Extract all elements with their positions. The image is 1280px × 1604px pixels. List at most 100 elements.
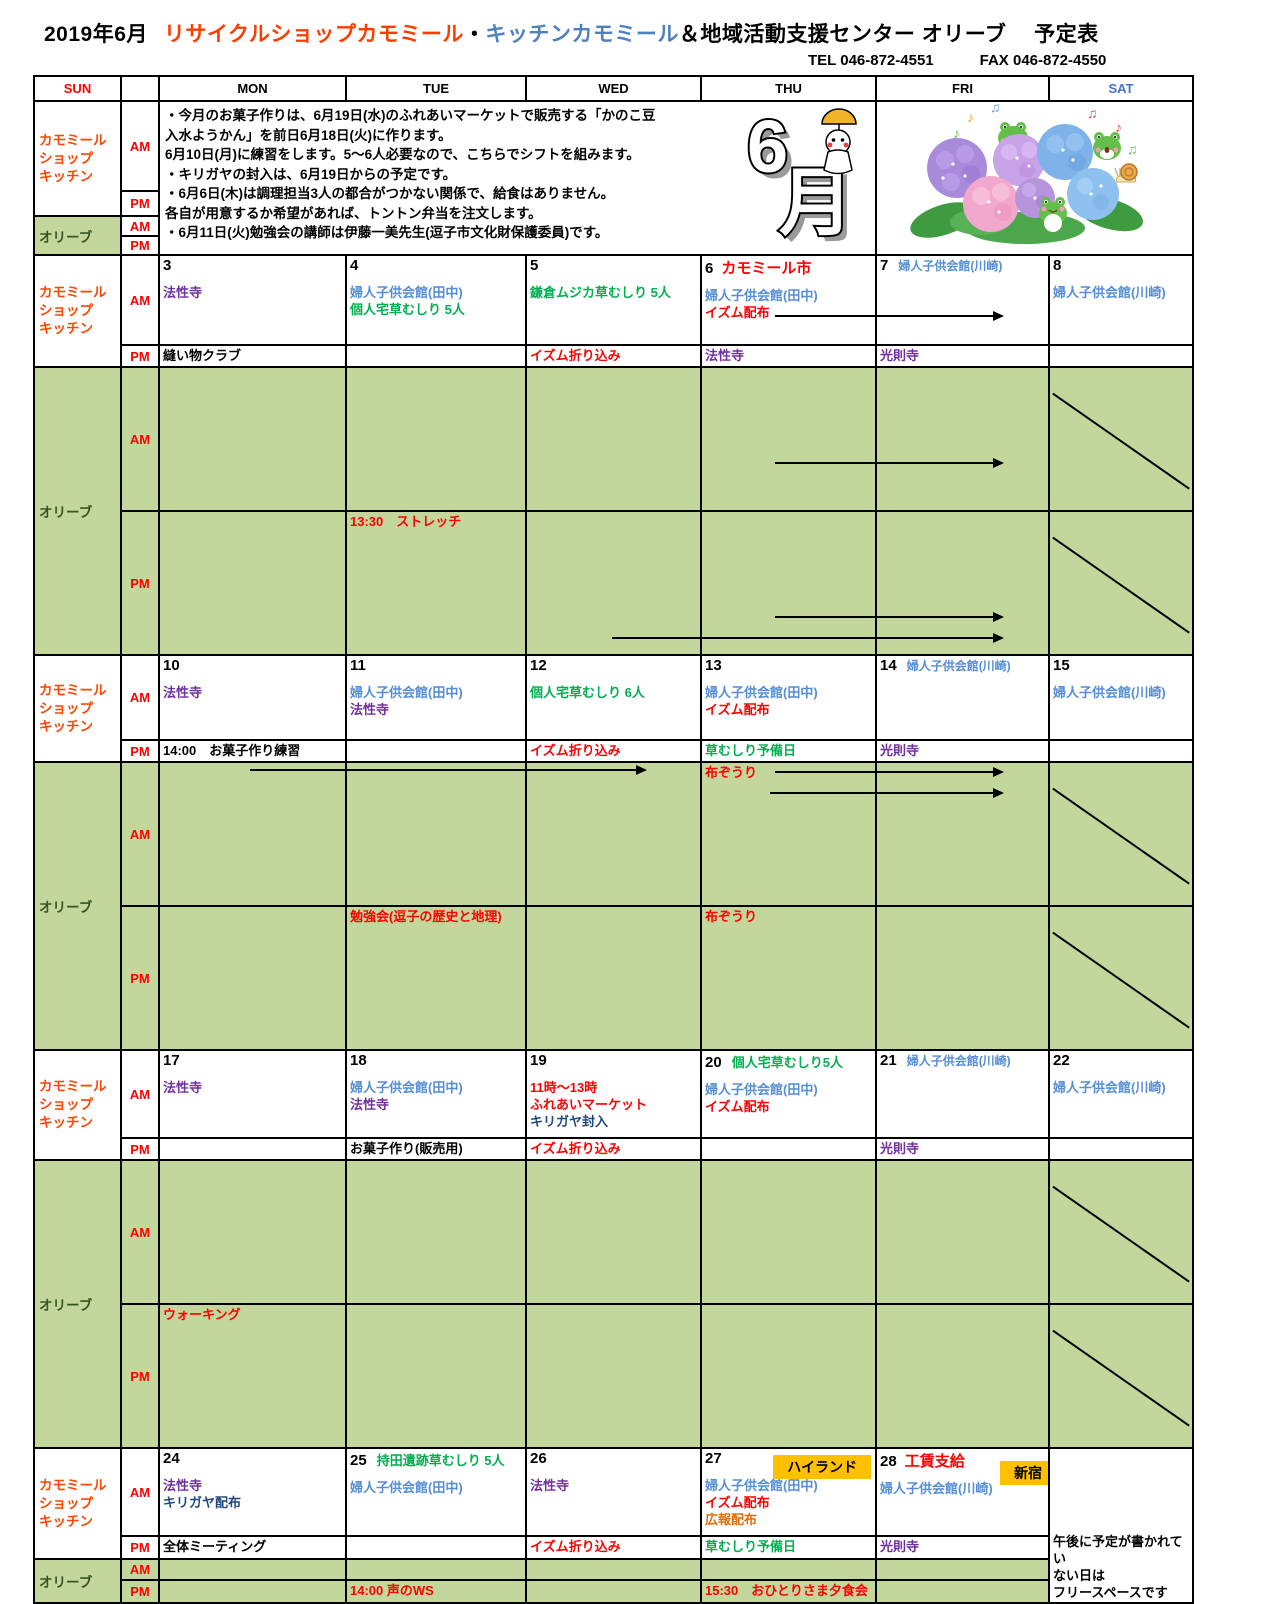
row-label-olive: オリーブ xyxy=(33,215,122,256)
cell-w3-mon-pm xyxy=(158,1137,347,1161)
am-label: AM xyxy=(120,254,160,346)
cell-w1-tue-am: 4 婦人子供会館(田中) 個人宅草むしり 5人 xyxy=(345,254,527,346)
event-item: 13:30 ストレッチ xyxy=(350,514,462,529)
diagonal-strike xyxy=(1050,368,1192,510)
cell-w4-olive-pm-mon xyxy=(158,1579,347,1604)
title-shop: リサイクルショップカモミール xyxy=(163,23,464,46)
monthly-notes: ・今月のお菓子作りは、6月19日(水)のふれあいマーケットで販売する「かのこ豆 … xyxy=(158,100,877,256)
cell-w4-tue-am: 25 持田遺跡草むしり 5人 婦人子供会館(田中) xyxy=(345,1447,527,1537)
event-item: イズム配布 xyxy=(705,1099,770,1114)
cell-w1-olive-am-thu xyxy=(700,366,877,512)
event-item: 草むしり予備日 xyxy=(705,1539,797,1554)
cell-w4-olive-am-tue xyxy=(345,1558,527,1581)
header-mon: MON xyxy=(158,75,347,102)
date-label: 6 xyxy=(705,260,714,277)
date-label: 20 xyxy=(705,1054,722,1071)
date-label: 11 xyxy=(350,657,366,674)
am-label: AM xyxy=(120,215,160,237)
date-label: 19 xyxy=(530,1052,547,1069)
event-item: 光則寺 xyxy=(880,1141,920,1156)
pm-label: PM xyxy=(120,1579,160,1604)
event-item: 法性寺 xyxy=(163,1478,203,1493)
cell-w1-olive-pm-thu xyxy=(700,510,877,656)
cell-w1-thu-pm: 法性寺 xyxy=(700,344,877,368)
event-item: ウォーキング xyxy=(163,1307,241,1322)
diagonal-strike xyxy=(1050,907,1192,1049)
event-item: 婦人子供会館(田中) xyxy=(705,1082,818,1097)
cell-w2-thu-pm: 草むしり予備日 xyxy=(700,739,877,763)
pm-label: PM xyxy=(120,739,160,763)
cell-w3-sat-pm xyxy=(1048,1137,1194,1161)
row-label-kamomile: カモミール ショップ キッチン xyxy=(33,100,122,217)
event-item: 光則寺 xyxy=(880,743,920,758)
cell-w3-fri-pm: 光則寺 xyxy=(875,1137,1050,1161)
cell-w1-olive-am-wed xyxy=(525,366,702,512)
event-item: 法性寺 xyxy=(163,685,203,700)
schedule-table: SUN MON TUE WED THU FRI SAT カモミール ショップ キ… xyxy=(33,75,1194,1604)
event-item: 草むしり予備日 xyxy=(705,743,797,758)
date-note: 婦人子供会館(川崎) xyxy=(906,1054,1011,1068)
weekday-header-row: SUN MON TUE WED THU FRI SAT xyxy=(33,75,1194,102)
cell-w1-fri-pm: 光則寺 xyxy=(875,344,1050,368)
cell-w2-tue-am: 11 婦人子供会館(田中) 法性寺 xyxy=(345,654,527,741)
cell-w1-olive-pm-tue: 13:30 ストレッチ xyxy=(345,510,527,656)
am-label: AM xyxy=(120,1049,160,1139)
cell-w2-fri-am: 14 婦人子供会館(川崎) xyxy=(875,654,1050,741)
cell-w2-sat-pm xyxy=(1048,739,1194,763)
event-item: 婦人子供会館(田中) xyxy=(705,288,818,303)
event-item: 法性寺 xyxy=(705,348,745,363)
pm-label: PM xyxy=(120,905,160,1051)
date-label: 21 xyxy=(880,1052,897,1069)
cell-w2-olive-pm-wed xyxy=(525,905,702,1051)
cell-w3-sat-am: 22 婦人子供会館(川崎) xyxy=(1048,1049,1194,1139)
cell-w4-thu-am: ハイランド 27 婦人子供会館(田中) イズム配布 広報配布 xyxy=(700,1447,877,1537)
event-item: 婦人子供会館(田中) xyxy=(350,1080,463,1095)
highland-badge: ハイランド xyxy=(773,1455,871,1479)
event-item: 光則寺 xyxy=(880,348,920,363)
date-label: 13 xyxy=(705,657,722,674)
title-tail: ＆地域活動支援センター オリーブ 予定表 xyxy=(678,23,1099,46)
row-label-olive: オリーブ xyxy=(33,761,122,1051)
date-label: 27 xyxy=(705,1450,722,1467)
event-item: イズム配布 xyxy=(705,702,770,717)
cell-w2-thu-am: 13 婦人子供会館(田中) イズム配布 xyxy=(700,654,877,741)
row-label-olive: オリーブ xyxy=(33,366,122,656)
cell-w1-sat-am: 8 婦人子供会館(川崎) xyxy=(1048,254,1194,346)
date-label: 26 xyxy=(530,1450,547,1467)
fax-number: FAX 046-872-4550 xyxy=(979,52,1107,69)
cell-w4-olive-am-mon xyxy=(158,1558,347,1581)
event-item: 14:00 声のWS xyxy=(350,1583,434,1598)
cell-w4-fri-pm: 光則寺 xyxy=(875,1535,1050,1560)
event-item: 11時～13時 xyxy=(530,1080,598,1095)
cell-w2-olive-am-wed xyxy=(525,761,702,907)
cell-w1-olive-pm-mon xyxy=(158,510,347,656)
cell-w1-fri-am: 7 婦人子供会館(川崎) xyxy=(875,254,1050,346)
cell-w3-olive-am-tue xyxy=(345,1159,527,1305)
cell-w3-thu-am: 20 個人宅草むしり5人 婦人子供会館(田中) イズム配布 xyxy=(700,1049,877,1139)
date-note: 婦人子供会館(川崎) xyxy=(898,259,1003,273)
cell-w1-sat-pm xyxy=(1048,344,1194,368)
event-item: キリガヤ配布 xyxy=(163,1495,242,1510)
illustration-cell xyxy=(875,100,1194,256)
am-label: AM xyxy=(120,1159,160,1305)
cell-w4-olive-pm-tue: 14:00 声のWS xyxy=(345,1579,527,1604)
cell-w3-olive-pm-sat-crossed xyxy=(1048,1303,1194,1449)
event-item: 婦人子供会館(田中) xyxy=(350,685,463,700)
date-label: 15 xyxy=(1053,657,1070,674)
event-item: お菓子作り(販売用) xyxy=(350,1141,463,1156)
cell-w1-tue-pm xyxy=(345,344,527,368)
event-item: イズム配布 xyxy=(705,1495,770,1510)
header-thu: THU xyxy=(700,75,877,102)
header-tue: TUE xyxy=(345,75,527,102)
cell-w3-wed-am: 19 11時～13時 ふれあいマーケット キリガヤ封入 xyxy=(525,1049,702,1139)
diagonal-strike xyxy=(1050,1305,1192,1447)
date-label: 14 xyxy=(880,657,897,674)
event-item: 布ぞうり xyxy=(705,765,758,780)
cell-w1-mon-pm: 縫い物クラブ xyxy=(158,344,347,368)
cell-w3-olive-pm-fri xyxy=(875,1303,1050,1449)
event-item: キリガヤ封入 xyxy=(530,1114,609,1129)
event-item: 個人宅草むしり 6人 xyxy=(530,685,645,700)
cell-w3-thu-pm xyxy=(700,1137,877,1161)
row-label-olive: オリーブ xyxy=(33,1558,122,1604)
contact-line: TEL 046-872-4551 FAX 046-872-4550 xyxy=(808,52,1106,69)
